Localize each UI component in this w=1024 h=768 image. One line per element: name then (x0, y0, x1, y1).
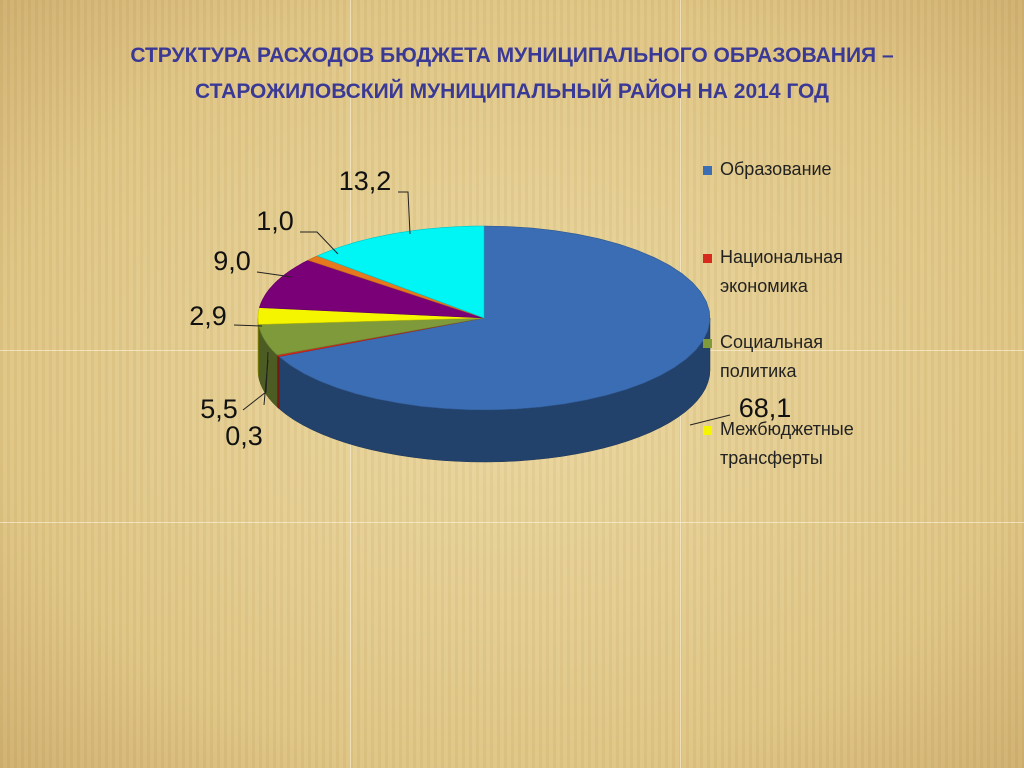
slice (316, 225, 485, 319)
legend-label: Образование (720, 159, 832, 179)
legend-label: Межбюджетные трансферты (720, 419, 854, 468)
slice-side (257, 318, 259, 377)
leader-line (256, 271, 293, 278)
slice (258, 259, 485, 319)
legend-label: Национальная экономика (720, 247, 843, 296)
slice-side (276, 354, 280, 409)
legend-swatch (703, 339, 712, 348)
data-label: 0,3 (225, 421, 263, 451)
chart-title: СТРУКТУРА РАСХОДОВ БЮДЖЕТА МУНИЦИПАЛЬНОГ… (130, 44, 894, 103)
data-label: 13,2 (339, 166, 392, 196)
leader-line (398, 191, 411, 235)
slice (258, 317, 485, 356)
leader-line (233, 324, 263, 327)
data-label: 1,0 (256, 206, 294, 236)
data-label: 9,0 (213, 246, 251, 276)
data-label: 68,1 (739, 393, 792, 423)
leader-line (242, 351, 269, 411)
legend-label: Социальная политика (720, 332, 823, 381)
data-label: 5,5 (200, 394, 238, 424)
data-label: 2,9 (189, 301, 227, 331)
legend-swatch (703, 254, 712, 263)
legend-swatch (703, 166, 712, 175)
background-line (0, 522, 1024, 523)
leader-line (300, 231, 339, 255)
slice (307, 255, 485, 319)
slice (278, 225, 711, 411)
legend-swatch (703, 426, 712, 435)
leader-line (689, 414, 731, 426)
slice (257, 307, 485, 325)
